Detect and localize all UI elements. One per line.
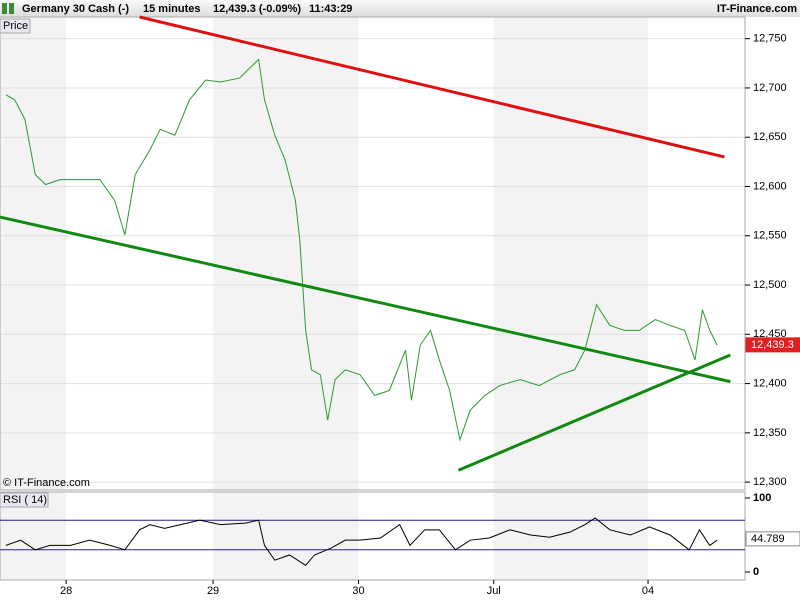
time: 11:43:29: [309, 3, 352, 15]
y-tick-label: 12,550: [753, 230, 787, 242]
header-bar: [0, 0, 800, 17]
day-band: [213, 492, 359, 580]
x-tick-label: Jul: [487, 585, 501, 597]
day-band: [493, 17, 649, 490]
y-tick-label: 12,600: [753, 180, 787, 192]
last-value-box: [745, 531, 800, 547]
icon: [2, 3, 7, 14]
instrument: Germany 30 Cash (-): [22, 3, 129, 15]
y-tick-label: 12,400: [753, 377, 787, 389]
rsi-title: RSI ( 14): [3, 494, 47, 506]
site: IT-Finance.com: [717, 3, 797, 15]
x-tick-label: 28: [60, 585, 72, 597]
y-tick-label: 12,350: [753, 427, 787, 439]
interval: 15 minutes: [143, 3, 200, 15]
trend-line: [139, 15, 725, 159]
panel-label-box: [0, 18, 31, 34]
day-band: [213, 17, 359, 490]
y-tick-label: 12,700: [753, 82, 787, 94]
day-band: [493, 492, 649, 580]
rsi-frame: [0, 491, 746, 581]
x-tick-label: 04: [642, 585, 654, 597]
x-tick-label: 29: [207, 585, 219, 597]
last-value-label: 44.789: [751, 533, 785, 545]
panel-label-box: [0, 492, 49, 508]
price-title: Price: [3, 20, 28, 32]
y-tick-label: 12,500: [753, 279, 787, 291]
trend-line: [0, 215, 731, 384]
quote: 12,439.3 (-0.09%): [213, 3, 301, 15]
last-value-label: 12,439.3: [751, 339, 794, 351]
price-line: [5, 58, 718, 442]
last-value-box: [745, 337, 800, 353]
price-line: [5, 517, 718, 567]
price-frame: [0, 16, 746, 491]
y-tick-label: 12,300: [753, 476, 787, 488]
y-tick-label: 12,750: [753, 33, 787, 45]
x-tick-label: 30: [352, 585, 364, 597]
watermark: © IT-Finance.com: [3, 477, 90, 489]
y-tick-label: 0: [753, 566, 759, 578]
day-band: [0, 17, 67, 490]
trend-line: [457, 353, 731, 472]
y-tick-label: 12,650: [753, 131, 787, 143]
y-tick-label: 12,450: [753, 328, 787, 340]
y-tick-label: 100: [753, 492, 771, 504]
icon: [9, 3, 14, 14]
